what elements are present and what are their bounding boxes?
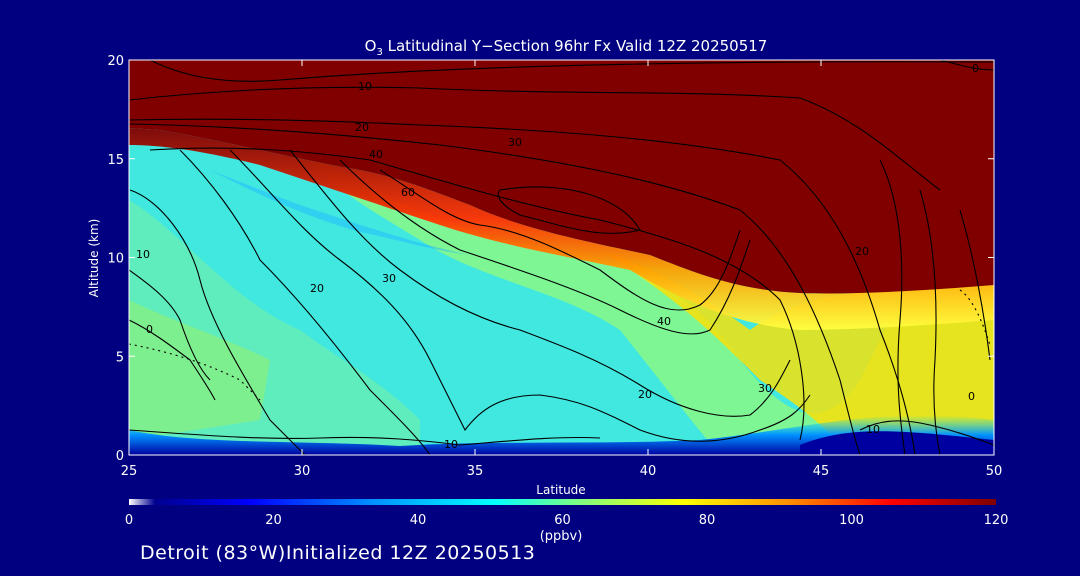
y-tick-label: 20 — [107, 54, 124, 69]
contour-lines — [129, 60, 994, 455]
colorbar-tick-label: 120 — [984, 513, 1009, 528]
contour-label: 0 — [146, 323, 153, 336]
contour-line — [339, 159, 751, 335]
contour-line — [129, 429, 601, 446]
contour-label: 10 — [444, 438, 458, 451]
field-lowlat-lower — [129, 300, 270, 440]
y-tick-label: 10 — [107, 252, 124, 267]
contour-line — [379, 169, 741, 311]
colorbar-ticks: 0 20 40 60 80 100 120 — [125, 513, 1009, 528]
colorbar-tick-label: 60 — [554, 513, 571, 528]
x-axis-label: Latitude — [536, 483, 585, 497]
contour-line — [129, 189, 306, 455]
contour-labels: 0 10 20 30 40 60 10 20 30 40 30 20 10 0 … — [136, 62, 979, 451]
contour-label: 20 — [355, 121, 369, 134]
colorbar-tick-label: 100 — [839, 513, 864, 528]
chart-title: O3 Latitudinal Y−Section 96hr Fx Valid 1… — [365, 37, 768, 58]
contour-line — [129, 269, 211, 381]
colorbar-tick-label: 0 — [125, 513, 133, 528]
contour-label: 10 — [358, 80, 372, 93]
contour-label: 10 — [866, 423, 880, 436]
colorbar-tick-label: 20 — [265, 513, 282, 528]
ozone-field — [129, 60, 994, 455]
colorbar-tick-label: 40 — [410, 513, 427, 528]
contour-line — [959, 209, 991, 361]
contour-line — [879, 159, 906, 455]
contour-line — [129, 118, 916, 455]
field-surface-blue — [129, 415, 994, 455]
y-tick-label: 5 — [116, 350, 124, 365]
contour-label: 20 — [855, 245, 869, 258]
x-tick-label: 30 — [294, 464, 311, 479]
contour-line — [289, 149, 791, 417]
x-tick-label: 45 — [813, 464, 830, 479]
contour-label: 30 — [508, 136, 522, 149]
field-midlat-green — [300, 150, 994, 455]
contour-line — [919, 189, 941, 455]
contour-line — [179, 149, 431, 455]
contour-line — [229, 149, 811, 442]
x-tick-label: 35 — [467, 464, 484, 479]
field-stratosphere — [129, 60, 994, 294]
contour-label: 30 — [382, 272, 396, 285]
y-tick-label: 0 — [116, 449, 124, 464]
colorbar — [129, 499, 996, 505]
contour-label: 20 — [310, 282, 324, 295]
contour-label: 10 — [136, 248, 150, 261]
contour-line — [497, 186, 641, 234]
contour-line — [149, 60, 994, 82]
x-axis: 25 30 35 40 45 50 — [121, 60, 1003, 479]
contour-label: 30 — [758, 382, 772, 395]
y-tick-label: 15 — [107, 153, 124, 168]
contour-line — [859, 420, 994, 446]
colorbar-unit: (ppbv) — [540, 529, 583, 544]
field-tropopause-gradient — [129, 128, 994, 330]
x-tick-label: 50 — [986, 464, 1003, 479]
contour-line — [129, 86, 941, 191]
field-surface-dark — [800, 431, 994, 455]
x-tick-label: 25 — [121, 464, 138, 479]
y-axis: 0 5 10 15 20 — [107, 54, 994, 464]
footer-caption: Detroit (83°W)Initialized 12Z 20250513 — [140, 542, 536, 564]
contour-label: 60 — [401, 186, 415, 199]
contour-line — [129, 123, 861, 455]
contour-line — [129, 319, 216, 401]
x-tick-label: 40 — [640, 464, 657, 479]
contour-line — [149, 147, 805, 441]
contour-label: 0 — [968, 390, 975, 403]
contour-label: 40 — [369, 148, 383, 161]
contour-line — [939, 60, 994, 71]
contour-label: 40 — [657, 315, 671, 328]
contour-label: 0 — [972, 62, 979, 75]
y-axis-label: Altitude (km) — [87, 219, 101, 298]
contour-label: 20 — [638, 388, 652, 401]
colorbar-tick-label: 80 — [699, 513, 716, 528]
